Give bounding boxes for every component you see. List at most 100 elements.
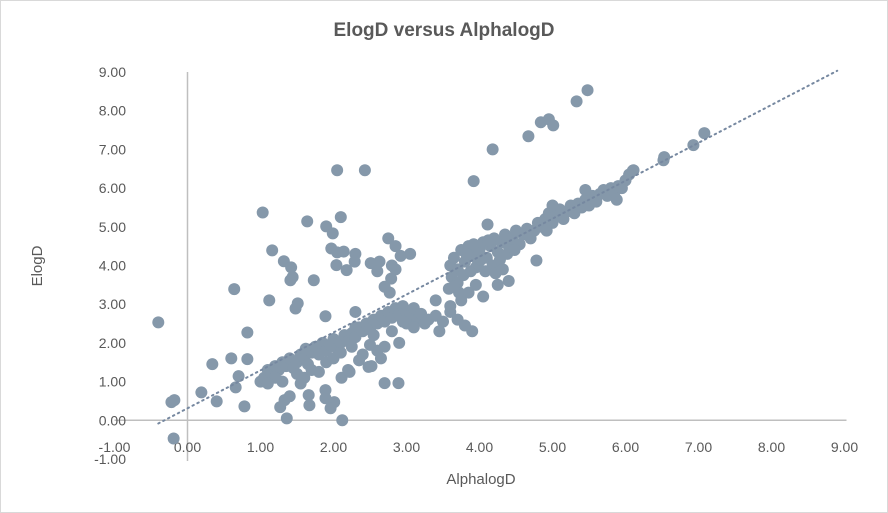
data-point xyxy=(263,294,276,307)
data-point xyxy=(349,305,362,318)
data-point xyxy=(342,363,355,376)
data-point xyxy=(365,360,378,373)
x-tick-label: -1.00 xyxy=(99,439,131,455)
data-point xyxy=(540,224,553,237)
data-point xyxy=(364,338,376,351)
data-point xyxy=(385,325,398,338)
data-point xyxy=(241,353,254,366)
data-point xyxy=(547,119,560,132)
data-point xyxy=(358,164,371,177)
data-point xyxy=(522,130,535,143)
x-tick-label: 1.00 xyxy=(247,439,274,455)
data-point xyxy=(337,245,350,258)
data-point xyxy=(627,164,640,177)
data-point xyxy=(581,84,594,97)
data-point xyxy=(477,290,490,303)
x-tick-label: 7.00 xyxy=(685,439,712,455)
data-point xyxy=(433,325,446,338)
data-point xyxy=(285,261,298,274)
data-point xyxy=(374,352,387,365)
data-point xyxy=(312,365,325,378)
y-tick-label: 1.00 xyxy=(99,374,126,390)
data-point xyxy=(283,390,296,403)
data-point xyxy=(294,377,307,390)
data-point xyxy=(348,255,361,268)
data-point xyxy=(382,232,395,245)
data-point xyxy=(486,143,499,156)
data-point xyxy=(241,326,254,339)
y-tick-label: 2.00 xyxy=(99,335,126,351)
data-point xyxy=(210,395,223,408)
data-point xyxy=(302,389,315,402)
data-point xyxy=(286,271,299,284)
data-point xyxy=(378,377,391,390)
y-tick-label: 8.00 xyxy=(99,103,126,119)
data-point xyxy=(385,272,398,285)
data-point xyxy=(546,199,559,212)
data-point xyxy=(340,264,353,277)
x-tick-label: 9.00 xyxy=(831,439,858,455)
data-point xyxy=(336,414,349,427)
data-point xyxy=(698,127,711,140)
data-point xyxy=(579,184,592,197)
x-tick-label: 0.00 xyxy=(174,439,201,455)
x-axis-label: AlphalogD xyxy=(446,471,515,488)
data-point xyxy=(319,384,332,397)
data-point xyxy=(407,321,420,334)
data-point xyxy=(345,340,358,353)
data-point xyxy=(206,358,219,371)
y-tick-label: 7.00 xyxy=(99,141,126,157)
x-tick-label: 6.00 xyxy=(612,439,639,455)
y-tick-label: 9.00 xyxy=(99,64,126,80)
data-point xyxy=(326,227,339,240)
data-point xyxy=(303,399,316,412)
x-tick-label: 3.00 xyxy=(393,439,420,455)
y-tick-label: 6.00 xyxy=(99,180,126,196)
data-point xyxy=(319,310,332,323)
data-point xyxy=(324,402,337,415)
trendline xyxy=(157,69,839,425)
data-point xyxy=(393,336,406,349)
data-point xyxy=(491,278,504,291)
data-point xyxy=(404,247,417,260)
data-point xyxy=(371,265,384,278)
data-point xyxy=(437,315,449,328)
data-point xyxy=(429,294,442,307)
data-point xyxy=(530,254,543,267)
y-tick-label: 4.00 xyxy=(99,258,126,274)
data-point xyxy=(291,297,304,310)
data-point xyxy=(469,278,482,291)
data-point xyxy=(280,412,293,425)
data-point xyxy=(301,215,314,228)
data-point xyxy=(502,274,515,287)
data-point xyxy=(496,263,509,276)
data-point xyxy=(367,329,380,342)
data-point xyxy=(460,247,473,260)
data-point xyxy=(466,325,479,338)
data-point xyxy=(225,352,238,365)
data-point xyxy=(444,300,457,313)
y-tick-label: 5.00 xyxy=(99,219,126,235)
data-point xyxy=(334,211,347,224)
data-point xyxy=(447,280,460,293)
data-point xyxy=(385,259,398,272)
x-tick-label: 4.00 xyxy=(466,439,493,455)
data-point xyxy=(462,286,475,299)
data-point xyxy=(307,274,320,287)
data-point xyxy=(373,255,386,268)
data-point xyxy=(274,401,287,414)
y-axis-label: ElogD xyxy=(29,245,46,286)
data-point xyxy=(610,193,623,206)
data-point xyxy=(570,95,583,108)
data-point xyxy=(394,249,407,262)
data-point xyxy=(331,164,344,177)
data-point xyxy=(256,206,269,219)
data-point xyxy=(167,432,180,445)
data-point xyxy=(266,244,279,257)
data-point xyxy=(168,394,181,407)
y-tick-label: 0.00 xyxy=(99,412,126,428)
axes: -1.00 0.00 1.00 2.00 3.00 4.00 5.00 6.00 7.00 8.0… xyxy=(94,64,858,467)
data-point xyxy=(687,139,700,152)
